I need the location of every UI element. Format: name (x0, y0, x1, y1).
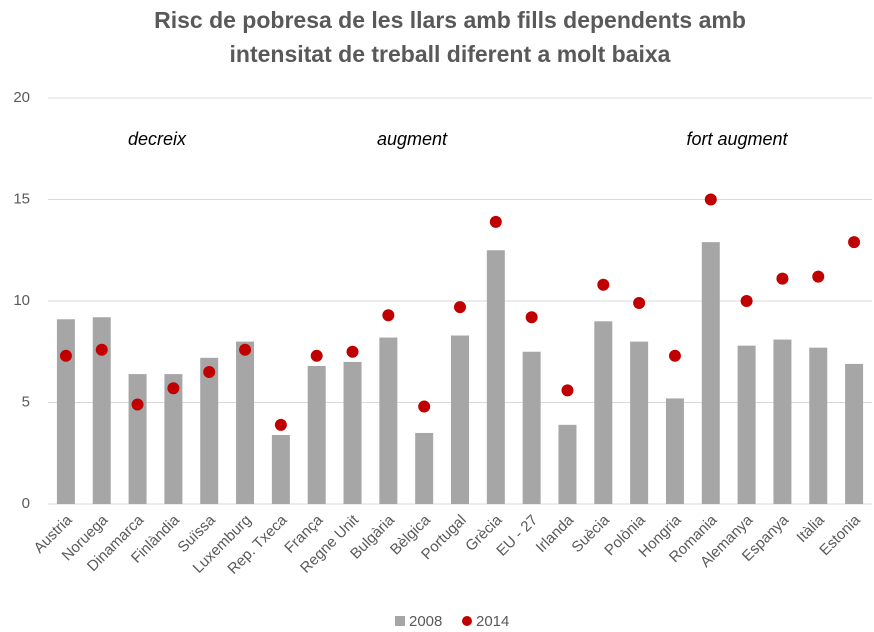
dot (454, 301, 466, 314)
legend-swatch (395, 616, 405, 626)
annotation: fort augment (686, 129, 788, 149)
dot (131, 398, 144, 411)
y-tick-label: 5 (22, 393, 30, 410)
chart-title: intensitat de treball diferent a molt ba… (230, 41, 671, 67)
chart-title: Risc de pobresa de les llars amb fills d… (154, 7, 746, 33)
dot (489, 215, 502, 228)
dot (59, 349, 72, 362)
dot (848, 236, 861, 249)
dot (310, 349, 323, 362)
bar (379, 337, 398, 504)
dot (382, 309, 395, 322)
bar (665, 398, 684, 504)
bar (236, 341, 255, 504)
x-tick-label: Estonia (816, 511, 864, 559)
y-tick-label: 15 (13, 190, 30, 207)
bar (307, 365, 326, 504)
dot (167, 382, 180, 395)
dot (597, 278, 610, 291)
bar (522, 351, 541, 504)
dot (95, 343, 108, 356)
bar (737, 345, 756, 504)
y-tick-label: 10 (13, 292, 30, 309)
dot (274, 418, 287, 431)
dot (668, 349, 681, 362)
y-tick-label: 20 (13, 89, 30, 106)
bar (92, 317, 111, 504)
bar (343, 361, 362, 504)
bar (701, 242, 720, 504)
dot (704, 193, 717, 206)
dot (740, 295, 753, 307)
bar (809, 347, 828, 504)
annotation: augment (377, 129, 448, 149)
legend-label: 2014 (476, 613, 509, 630)
bar (164, 374, 183, 504)
dot (346, 345, 359, 358)
annotation: decreix (128, 129, 187, 149)
bar (56, 319, 75, 504)
legend-swatch (462, 616, 472, 626)
bar (200, 357, 219, 504)
bar (451, 335, 469, 504)
bar (486, 250, 505, 504)
dot (561, 384, 574, 397)
dot (633, 297, 646, 310)
bar (271, 434, 290, 504)
legend-label: 2008 (409, 613, 442, 630)
dot (776, 272, 789, 285)
bar (773, 339, 792, 504)
y-tick-label: 0 (22, 495, 30, 512)
bar (128, 374, 147, 504)
bar (845, 363, 864, 504)
dot (203, 366, 216, 379)
dot (239, 343, 252, 356)
bar (594, 321, 613, 504)
dot (418, 400, 431, 413)
dot (812, 270, 825, 283)
bar (630, 341, 649, 504)
bar (415, 432, 434, 504)
dot (525, 311, 538, 324)
bar (558, 424, 577, 504)
x-tick-label: Irlanda (533, 511, 578, 556)
